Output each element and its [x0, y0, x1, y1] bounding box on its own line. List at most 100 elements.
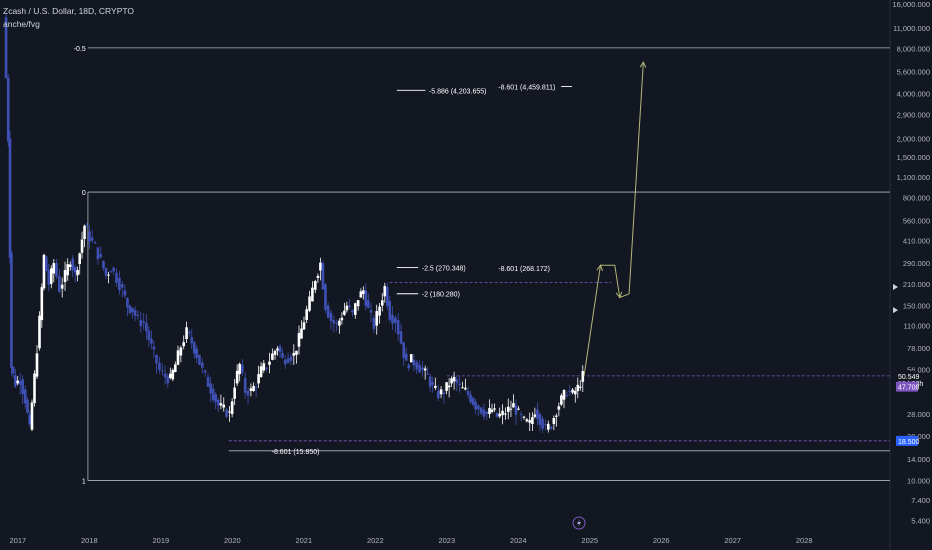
candle-body: [528, 420, 532, 423]
candle-body: [192, 342, 196, 354]
candle-body: [319, 262, 322, 271]
x-tick-label: 2022: [367, 536, 384, 545]
y-tick-label: 1,500.000: [897, 153, 930, 162]
candle-body: [557, 406, 561, 410]
candle-body: [211, 388, 215, 401]
candle-body: [283, 359, 287, 365]
candle-body: [128, 305, 132, 313]
candle-body: [359, 291, 363, 298]
candle-body: [150, 338, 153, 344]
candle-body: [190, 337, 194, 344]
candle-body: [60, 284, 64, 289]
candle-body: [316, 275, 320, 279]
y-tick-label: 2,900.000: [897, 110, 930, 119]
candle-body: [201, 362, 204, 368]
candle-body: [369, 310, 373, 313]
candle-body: [452, 376, 456, 382]
candle-body: [187, 331, 191, 334]
candle-body: [26, 399, 29, 413]
candle-body: [93, 242, 97, 244]
candle-body: [83, 225, 86, 240]
candle-body: [541, 418, 544, 429]
candle-body: [504, 413, 507, 415]
candle-body: [80, 239, 84, 253]
candle-body: [434, 385, 437, 388]
candle-body: [536, 409, 539, 419]
candle-body: [458, 383, 461, 386]
candle-body: [471, 397, 475, 405]
candle-body: [488, 407, 491, 415]
candle-body: [230, 401, 234, 415]
candle-body: [490, 409, 494, 412]
candle-body: [517, 408, 520, 410]
x-tick-label: 2023: [438, 536, 455, 545]
candle-body: [158, 362, 161, 370]
candle-body: [394, 317, 397, 324]
annotation-label: -8.601 (4,459.811): [498, 84, 555, 91]
candle-body: [353, 303, 357, 315]
candle-body: [235, 370, 239, 384]
candle-body: [466, 391, 470, 395]
candle-body: [131, 307, 134, 313]
price-badge-label: 18.500: [898, 439, 920, 446]
candle-body: [222, 404, 226, 408]
candle-body: [418, 364, 421, 373]
candle-body: [21, 379, 24, 395]
x-tick-label: 2021: [295, 536, 312, 545]
candle-body: [498, 413, 501, 417]
price-badge: [896, 381, 918, 392]
candle-body: [404, 353, 408, 361]
candle-body: [549, 426, 553, 429]
candle-body: [362, 290, 365, 294]
candle-body: [133, 310, 137, 316]
projection-arrowhead: [639, 61, 647, 68]
y-tick-label: 210.000: [903, 280, 930, 289]
candle-body: [58, 275, 61, 292]
candle-body: [198, 354, 201, 365]
candle-body: [233, 387, 236, 399]
candle-body: [123, 290, 127, 296]
candle-body: [268, 361, 271, 365]
projection-path: [583, 62, 644, 376]
x-tick-label: 2026: [653, 536, 670, 545]
fib-level-label: 1: [82, 479, 86, 486]
fib-level-label: -0.5: [74, 46, 86, 53]
candle-body: [203, 370, 207, 373]
price-badge-label: 50.549: [898, 374, 920, 381]
y-tick-label: 5.400: [911, 516, 930, 525]
candle-body: [52, 263, 56, 274]
candle-body: [445, 382, 448, 392]
candle-body: [30, 402, 34, 430]
annotation-label: -2.5 (270.348): [422, 266, 466, 273]
candle-body: [476, 405, 480, 410]
candle-body: [378, 306, 381, 316]
candle-body: [576, 384, 580, 392]
candle-body: [329, 312, 333, 322]
y-tick-label: 56.000: [907, 365, 930, 374]
candle-body: [479, 407, 483, 414]
fib-level-label: -8.601 (15.850): [272, 449, 320, 456]
candle-body: [225, 409, 228, 417]
x-tick-label: 2024: [510, 536, 527, 545]
y-tick-label: 14.000: [907, 455, 930, 464]
candle-body: [402, 342, 406, 358]
candle-body: [259, 366, 263, 377]
candle-body: [174, 364, 177, 373]
candle-body: [514, 405, 518, 415]
candle-body: [104, 268, 108, 276]
candle-body: [519, 414, 523, 416]
candle-body: [546, 423, 550, 430]
candle-body: [219, 403, 223, 406]
candle-body: [289, 356, 293, 361]
candle-body: [300, 328, 303, 339]
candle-body: [96, 247, 100, 260]
candle-body: [4, 17, 8, 78]
candle-body: [155, 354, 158, 364]
candle-body: [388, 300, 392, 320]
candle-body: [90, 237, 94, 241]
candle-body: [71, 258, 75, 271]
candle-body: [88, 231, 91, 242]
candle-body: [28, 414, 31, 425]
x-tick-label: 2027: [724, 536, 741, 545]
